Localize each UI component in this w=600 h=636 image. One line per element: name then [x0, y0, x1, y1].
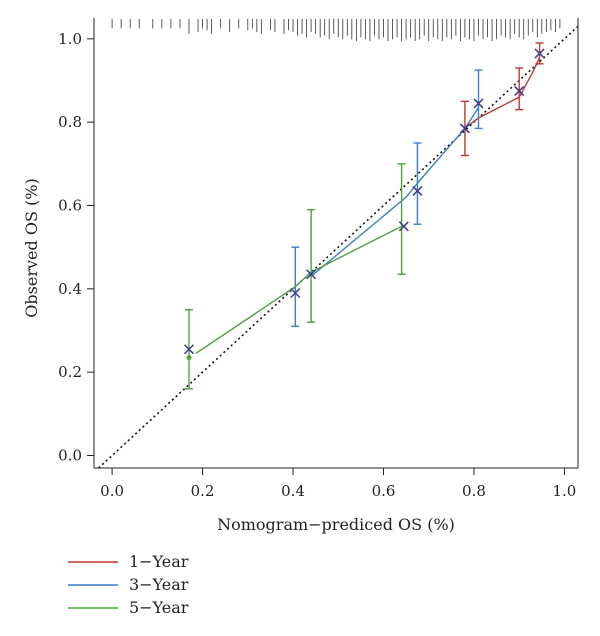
series-point-5-year: [186, 355, 192, 361]
x-axis-label: Nomogram−prediced OS (%): [217, 515, 455, 534]
x-tick-label: 0.2: [191, 482, 215, 500]
observed-marker: [459, 123, 470, 134]
legend-label-3-year: 3−Year: [129, 575, 189, 594]
x-tick-label: 0.6: [372, 482, 396, 500]
y-tick-label: 0.0: [58, 447, 82, 465]
x-tick-label: 0.4: [281, 482, 305, 500]
plot-area: [97, 19, 579, 469]
observed-marker: [514, 85, 525, 96]
y-tick-label: 0.8: [58, 113, 82, 131]
y-axis-label: Observed OS (%): [22, 178, 41, 317]
observed-marker: [183, 344, 195, 355]
observed-marker: [412, 185, 423, 196]
y-tick-label: 0.4: [58, 280, 82, 298]
legend: 1−Year 3−Year 5−Year: [68, 552, 189, 617]
series-line-5-year: [195, 225, 402, 354]
x-tick-label: 1.0: [553, 482, 577, 500]
observed-marker: [473, 98, 484, 109]
legend-label-1-year: 1−Year: [129, 552, 189, 571]
y-tick-label: 0.6: [58, 197, 82, 215]
y-tick-label: 1.0: [58, 30, 82, 48]
x-tick-label: 0.8: [462, 482, 486, 500]
x-tick-label: 0.0: [100, 482, 124, 500]
y-tick-label: 0.2: [58, 363, 82, 381]
series-line-3-year: [310, 107, 480, 277]
observed-marker: [534, 48, 545, 59]
legend-label-5-year: 5−Year: [129, 598, 189, 617]
observed-marker: [398, 221, 409, 232]
reference-diagonal-line: [97, 25, 579, 469]
observed-marker: [306, 269, 317, 280]
observed-marker: [290, 287, 301, 299]
axis-ticks: 0.0 0.2 0.4 0.6 0.8 1.0 0.0 0.2 0.4 0.6 0.8 1.0: [58, 18, 579, 500]
